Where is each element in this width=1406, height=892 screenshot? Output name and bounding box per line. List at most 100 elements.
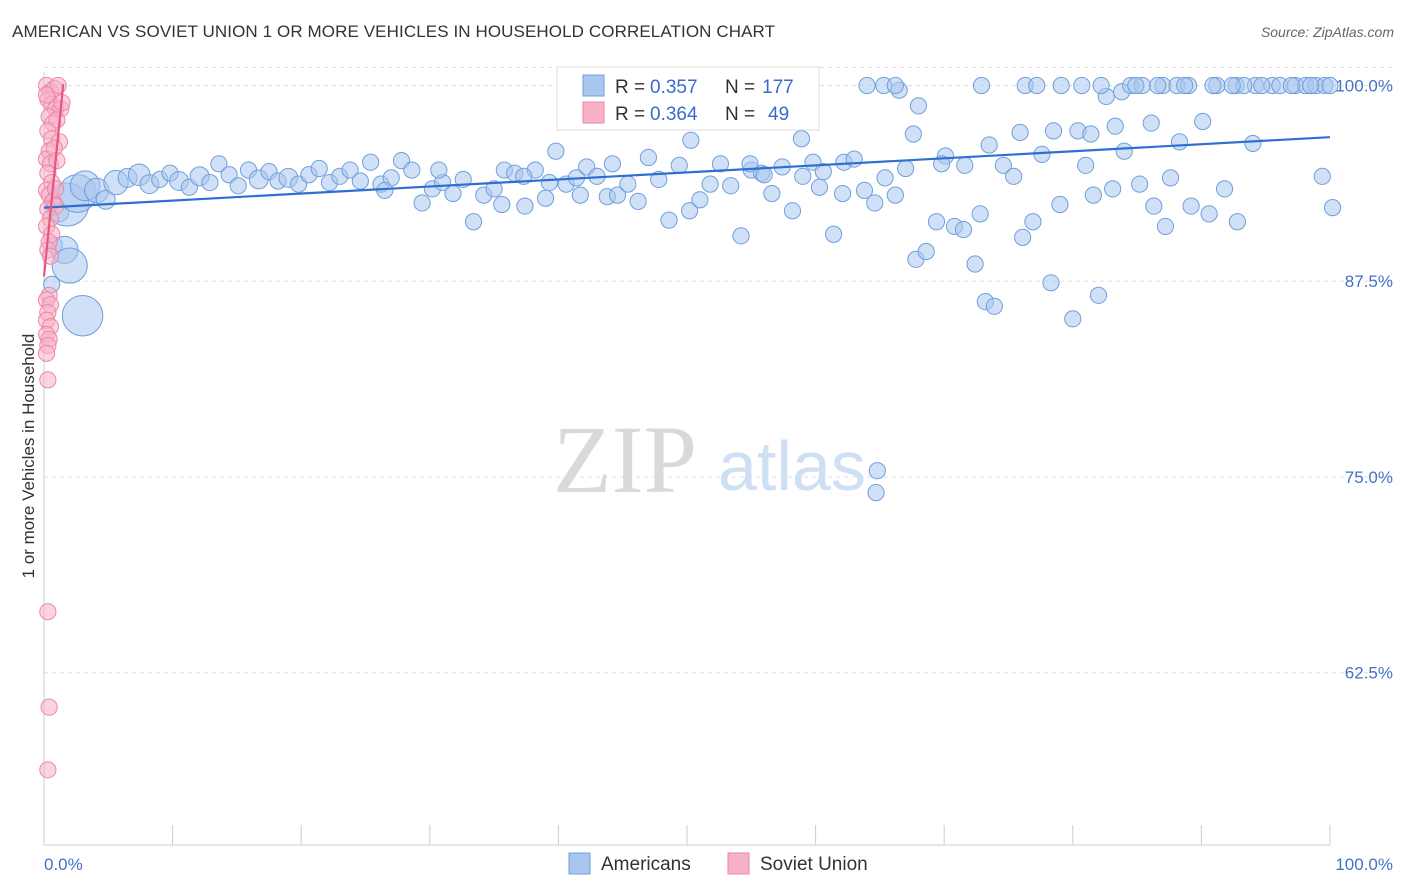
american-point-78 xyxy=(845,150,863,168)
american-point-55 xyxy=(608,186,627,204)
american-point-183 xyxy=(954,220,973,239)
legend-item-americans-swatch xyxy=(568,852,591,875)
american-point-15 xyxy=(201,173,219,192)
soviet-point-46 xyxy=(46,180,65,198)
american-point-165 xyxy=(980,136,998,154)
american-point-76 xyxy=(825,225,843,243)
legend-soviet-r-label: R = xyxy=(615,104,645,125)
american-point-118 xyxy=(834,184,852,203)
american-point-169 xyxy=(540,173,558,192)
american-point-103 xyxy=(1104,180,1122,198)
american-point-90 xyxy=(966,255,984,273)
y-tick-label-2: 75.0% xyxy=(1345,468,1393,487)
source-credit: Source: ZipAtlas.com xyxy=(1260,24,1394,40)
american-point-178 xyxy=(61,294,104,337)
series-legend: Americans Soviet Union xyxy=(568,852,868,875)
american-point-167 xyxy=(792,130,811,148)
american-point-49 xyxy=(547,142,565,160)
american-point-96 xyxy=(1024,213,1042,231)
american-point-43 xyxy=(485,180,503,198)
american-point-158 xyxy=(1176,76,1194,95)
american-point-29 xyxy=(341,161,359,179)
american-point-61 xyxy=(670,156,688,174)
legend-soviet-n-label: N = xyxy=(725,104,755,125)
american-point-159 xyxy=(1204,76,1222,95)
legend-americans-n-value: 177 xyxy=(762,77,794,98)
american-point-18 xyxy=(229,177,247,195)
american-point-162 xyxy=(1282,76,1301,95)
american-point-82 xyxy=(886,186,904,204)
american-point-107 xyxy=(1156,217,1174,236)
legend-americans-r-label: R = xyxy=(615,77,645,98)
american-point-56 xyxy=(619,175,637,193)
american-point-81 xyxy=(876,169,894,187)
y-tick-label-0: 100.0% xyxy=(1335,76,1393,95)
american-point-58 xyxy=(639,148,658,167)
american-point-171 xyxy=(430,161,448,179)
legend-swatch-americans xyxy=(582,74,605,97)
american-point-26 xyxy=(310,159,328,178)
american-point-111 xyxy=(1215,180,1234,198)
american-point-64 xyxy=(701,175,719,193)
american-point-147 xyxy=(858,76,876,95)
american-point-99 xyxy=(1051,195,1069,214)
legend-item-americans-label: Americans xyxy=(601,854,691,875)
american-point-116 xyxy=(909,97,928,115)
american-point-109 xyxy=(1182,197,1200,215)
american-point-65 xyxy=(711,155,730,173)
x-tick-max: 100.0% xyxy=(1335,855,1393,874)
american-point-59 xyxy=(650,170,668,189)
american-point-184 xyxy=(971,205,989,223)
american-point-160 xyxy=(1223,76,1241,95)
american-point-144 xyxy=(1194,112,1212,131)
y-axis-label: 1 or more Vehicles in Household xyxy=(19,334,38,579)
american-point-161 xyxy=(1253,76,1271,95)
american-point-86 xyxy=(927,213,946,231)
american-point-185 xyxy=(1084,186,1102,204)
american-point-67 xyxy=(732,227,750,245)
legend-swatch-soviet xyxy=(582,101,605,124)
soviet-point-47 xyxy=(37,86,56,104)
american-point-110 xyxy=(1200,205,1218,223)
legend-soviet-n-value: 49 xyxy=(768,104,789,125)
american-point-98 xyxy=(1042,274,1060,292)
american-point-139 xyxy=(1321,76,1339,95)
american-point-170 xyxy=(493,195,511,214)
american-point-89 xyxy=(956,156,974,174)
legend-soviet-r-value: 0.364 xyxy=(650,104,698,125)
american-point-180 xyxy=(867,484,885,502)
american-point-181 xyxy=(868,462,886,480)
american-point-93 xyxy=(994,156,1012,174)
y-tick-label-1: 87.5% xyxy=(1345,272,1393,291)
american-point-48 xyxy=(536,189,555,207)
american-point-146 xyxy=(886,76,904,95)
american-point-149 xyxy=(1323,199,1342,217)
american-point-35 xyxy=(403,161,421,179)
american-point-157 xyxy=(1149,76,1167,95)
y-tick-label-3: 62.5% xyxy=(1345,664,1393,683)
soviet-point-42 xyxy=(40,698,58,716)
american-point-164 xyxy=(1106,117,1124,135)
american-point-120 xyxy=(755,166,773,184)
american-point-113 xyxy=(1244,134,1262,153)
american-point-186 xyxy=(1161,169,1180,187)
soviet-point-43 xyxy=(39,761,57,779)
american-point-121 xyxy=(682,131,700,149)
american-point-60 xyxy=(660,211,678,229)
american-point-80 xyxy=(866,194,884,212)
trend-lines xyxy=(42,83,1331,277)
watermark-zip: ZIP xyxy=(553,406,697,513)
american-point-46 xyxy=(516,197,534,215)
watermark-atlas: atlas xyxy=(718,427,866,505)
x-tick-min: 0.0% xyxy=(44,855,83,874)
soviet-point-41 xyxy=(39,603,57,621)
american-point-85 xyxy=(917,242,935,261)
legend-americans-r-value: 0.357 xyxy=(650,77,698,98)
american-point-66 xyxy=(722,177,740,195)
legend-item-soviet-label: Soviet Union xyxy=(760,854,868,875)
soviet-point-40 xyxy=(39,371,57,389)
american-point-106 xyxy=(1145,197,1163,215)
american-point-156 xyxy=(1127,76,1145,95)
trendline-soviet xyxy=(42,83,65,277)
american-point-63 xyxy=(691,191,709,209)
